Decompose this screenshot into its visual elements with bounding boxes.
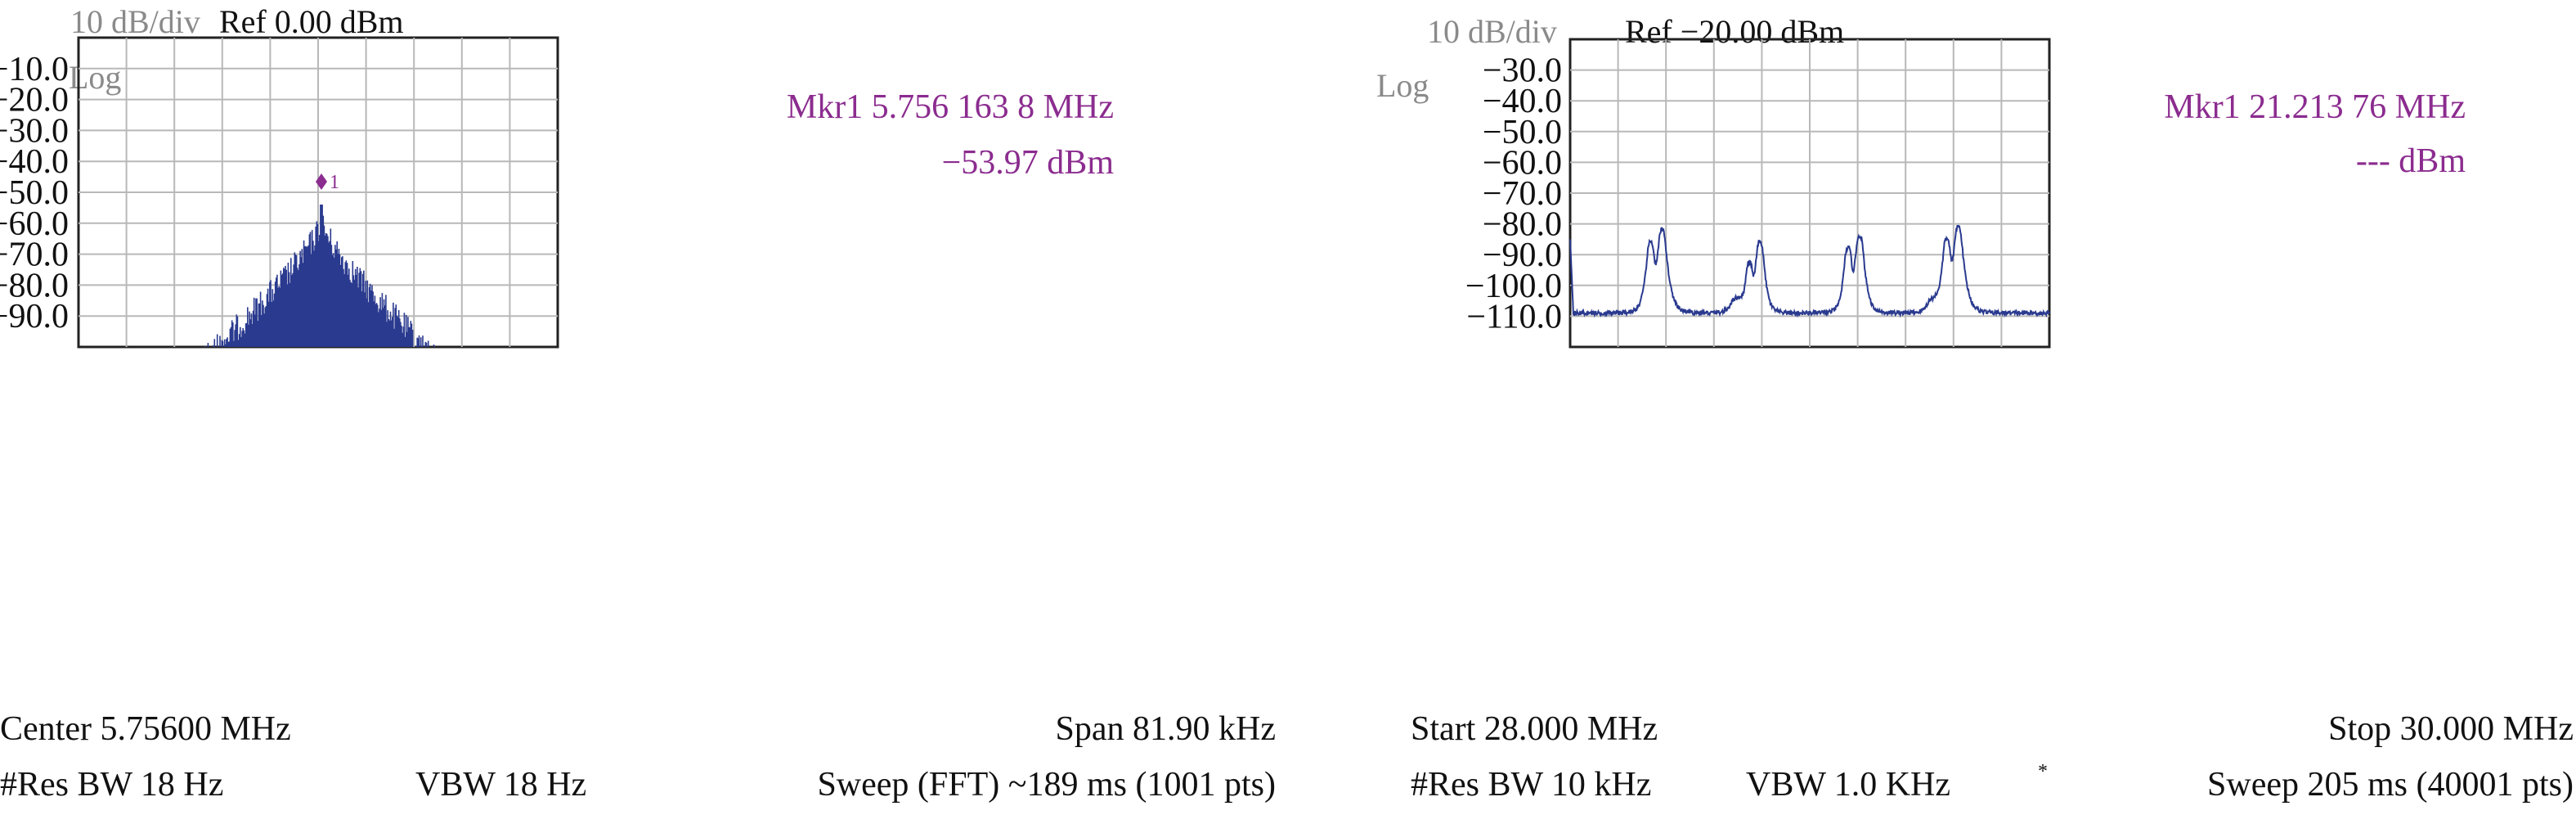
y-tick-label: −100.0 — [1465, 268, 1562, 305]
y-tick-labels-right: −30.0−40.0−50.0−60.0−70.0−80.0−90.0−100.… — [1465, 52, 1562, 336]
y-tick-label: −90.0 — [0, 298, 69, 335]
y-tick-label: −20.0 — [0, 82, 69, 119]
spectrum-chart-right: 10 dB/div Ref −20.00 dBm Log −30.0−40.0−… — [1376, 13, 2574, 804]
y-tick-label: −50.0 — [1483, 114, 1562, 151]
scale-label: 10 dB/div — [70, 3, 200, 40]
start-frequency-label: Start 28.000 MHz — [1411, 710, 1658, 748]
y-tick-label: −80.0 — [0, 267, 69, 304]
y-tick-label: −30.0 — [0, 112, 69, 150]
res-bw-label: #Res BW 10 kHz — [1411, 766, 1651, 804]
ref-label: Ref −20.00 dBm — [1625, 13, 1844, 50]
y-tick-label: −90.0 — [1483, 236, 1562, 274]
scale-label: 10 dB/div — [1427, 13, 1557, 50]
marker-id-label: 1 — [330, 172, 339, 193]
spectrum-chart-left: 10 dB/div Ref 0.00 dBm Log −10.0−20.0−30… — [0, 3, 1276, 804]
marker-readout-freq: Mkr1 21.213 76 MHz — [2164, 88, 2466, 126]
y-tick-label: −60.0 — [0, 205, 69, 243]
trace-left — [204, 205, 435, 347]
grid-right — [1568, 38, 2051, 349]
trace-bins — [204, 205, 435, 347]
trace-right — [1569, 224, 2050, 318]
vbw-asterisk: * — [2038, 761, 2048, 782]
y-tick-label: −60.0 — [1483, 144, 1562, 182]
y-tick-label: −80.0 — [1483, 206, 1562, 244]
log-label: Log — [1376, 67, 1429, 104]
y-tick-label: −50.0 — [0, 174, 69, 212]
trace-line — [1569, 224, 2050, 318]
marker-left: 1 — [316, 172, 339, 193]
ref-label: Ref 0.00 dBm — [219, 3, 404, 40]
sweep-label: Sweep (FFT) ~189 ms (1001 pts) — [817, 766, 1276, 804]
y-tick-labels-left: −10.0−20.0−30.0−40.0−50.0−60.0−70.0−80.0… — [0, 51, 69, 335]
y-tick-label: −70.0 — [1483, 175, 1562, 213]
y-tick-label: −10.0 — [0, 51, 69, 88]
vbw-label: VBW 1.0 KHz — [1746, 766, 1950, 804]
y-tick-label: −40.0 — [0, 143, 69, 181]
y-tick-label: −30.0 — [1483, 52, 1562, 90]
center-frequency-label: Center 5.75600 MHz — [0, 710, 291, 748]
y-tick-label: −40.0 — [1483, 83, 1562, 120]
spectrum-panel-left: 10 dB/div Ref 0.00 dBm Log −10.0−20.0−30… — [0, 3, 1276, 804]
stop-frequency-label: Stop 30.000 MHz — [2328, 710, 2574, 748]
spectrum-panel-right: 10 dB/div Ref −20.00 dBm Log −30.0 −40.0−… — [1288, 0, 2576, 815]
y-tick-label: −70.0 — [0, 236, 69, 274]
vbw-label: VBW 18 Hz — [415, 766, 586, 804]
marker-readout-level: --- dBm — [2356, 142, 2466, 180]
y-tick-label: −110.0 — [1466, 298, 1562, 335]
marker-diamond — [316, 173, 327, 191]
log-label: Log — [69, 59, 121, 96]
marker-readout-level: −53.97 dBm — [942, 144, 1115, 182]
span-label: Span 81.90 kHz — [1056, 710, 1276, 748]
sweep-label: Sweep 205 ms (40001 pts) — [2207, 766, 2574, 804]
marker-readout-freq: Mkr1 5.756 163 8 MHz — [787, 88, 1114, 126]
res-bw-label: #Res BW 18 Hz — [0, 766, 223, 804]
